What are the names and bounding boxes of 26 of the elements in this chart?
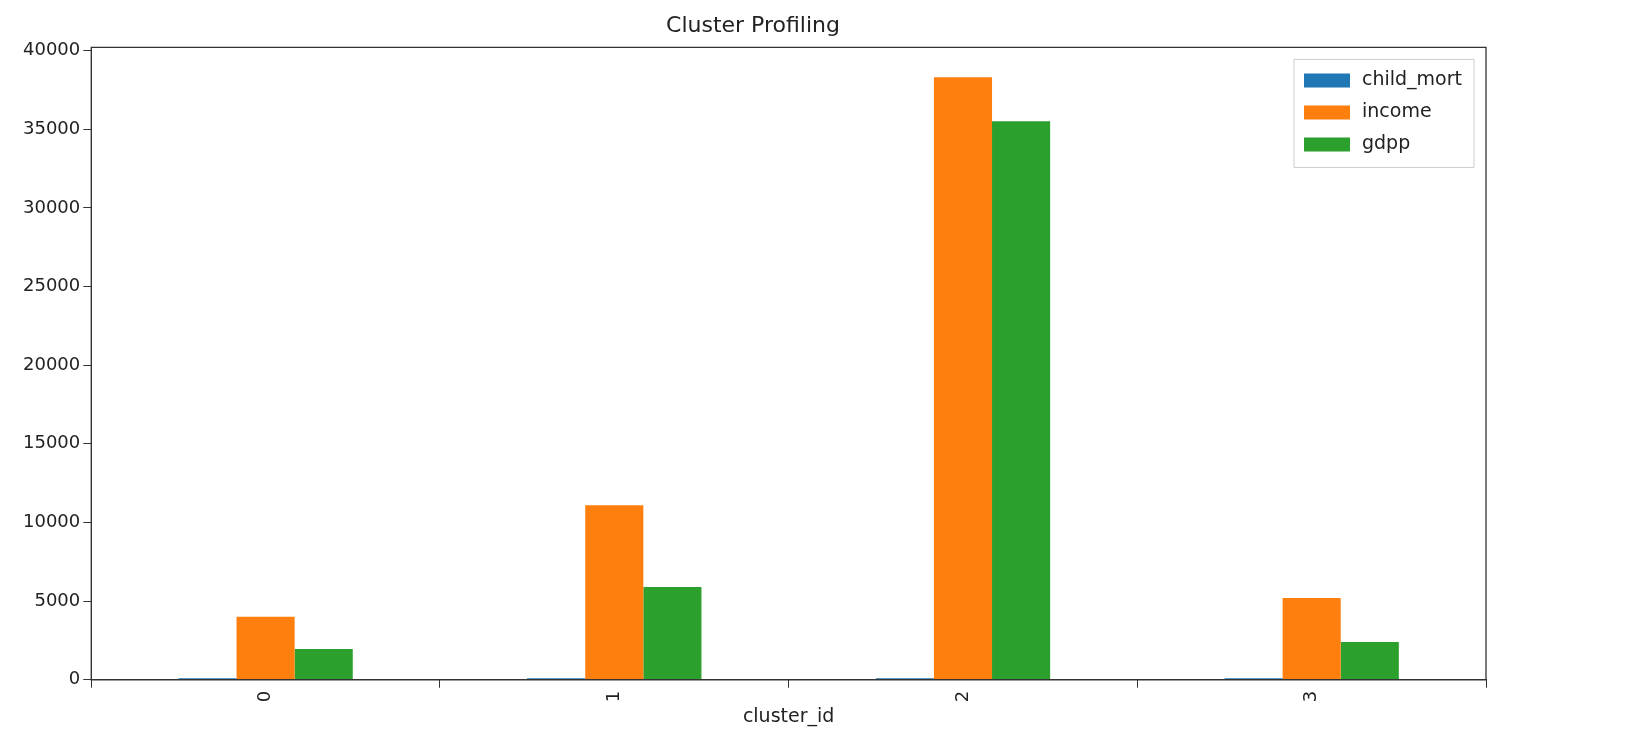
y-tick-label: 30000 — [23, 195, 81, 217]
bar — [643, 586, 702, 680]
x-tick-label: 3 — [1299, 690, 1321, 703]
legend-label: income — [1362, 99, 1432, 122]
x-tick-label: 0 — [253, 690, 275, 703]
y-tick-label: 35000 — [23, 116, 81, 138]
y-tick-label: 5000 — [34, 588, 81, 610]
bar — [236, 616, 295, 680]
bar — [1340, 642, 1399, 680]
y-tick-label: 15000 — [23, 431, 81, 453]
bar — [933, 77, 993, 680]
x-tick-label: 1 — [601, 690, 623, 703]
y-tick-label: 25000 — [23, 274, 81, 296]
y-tick-label: 0 — [68, 667, 81, 689]
x-tick-label: 2 — [950, 690, 972, 703]
legend-label: gdpp — [1362, 131, 1411, 154]
y-tick-label: 10000 — [23, 510, 81, 532]
y-tick-label: 20000 — [23, 352, 81, 374]
bar — [585, 505, 644, 680]
bar — [992, 121, 1051, 680]
legend-label: child_mort — [1362, 67, 1463, 91]
bar — [294, 649, 353, 680]
chart-title: Cluster Profiling — [666, 11, 840, 37]
bar — [1282, 597, 1341, 680]
x-axis-title: cluster_id — [742, 703, 835, 727]
y-tick-label: 40000 — [23, 38, 81, 60]
